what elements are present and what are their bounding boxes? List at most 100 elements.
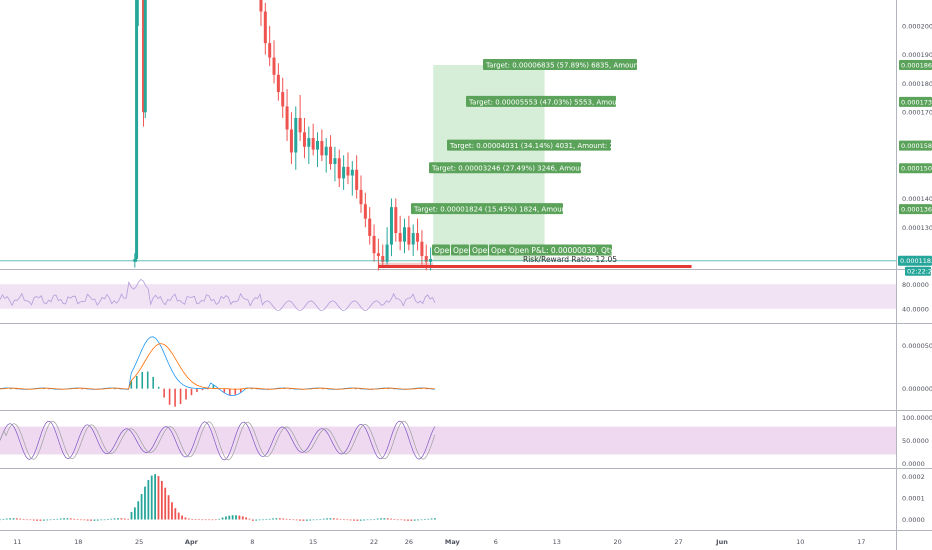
- ao-bar: [363, 519, 366, 521]
- macd-histogram-bar: [321, 388, 324, 390]
- ao-axis: 0.0002 0.0001 0.0000: [902, 473, 925, 524]
- ao-bar: [309, 519, 312, 521]
- stoch-tick-label: 50.0000: [902, 437, 929, 445]
- macd-histogram-bar: [393, 388, 395, 390]
- macd-histogram-bar: [146, 371, 149, 389]
- time-tick-label: 25: [135, 538, 143, 546]
- ao-bar: [53, 519, 55, 520]
- open-label: Open: [453, 246, 473, 255]
- macd-histogram-bar: [135, 375, 138, 389]
- price-badge-label: 0.00015838: [901, 142, 932, 150]
- ao-bar: [326, 518, 328, 520]
- ao-bar: [289, 519, 291, 520]
- ao-bar: [42, 519, 45, 521]
- time-tick-label: 10: [796, 538, 804, 546]
- candlestick-series: [133, 0, 433, 271]
- macd-histogram-bar: [179, 388, 182, 405]
- macd-histogram-bar: [168, 388, 171, 405]
- ao-bar: [228, 515, 231, 520]
- candle-body: [416, 233, 420, 242]
- price-badge: [899, 163, 932, 174]
- ao-bar: [410, 519, 413, 521]
- ao-bar: [204, 519, 207, 521]
- candle-body: [143, 0, 147, 113]
- ao-bar: [346, 519, 349, 521]
- macd-histogram-bar: [212, 384, 215, 389]
- candle-body: [337, 158, 341, 179]
- ao-bar: [66, 518, 69, 520]
- current-price-badge: [898, 255, 932, 266]
- macd-histogram-bar: [157, 386, 160, 389]
- countdown-badge: [905, 266, 931, 276]
- price-axis[interactable]: 0.00020000 0.00019000 0.00018000 0.00017000…: [899, 22, 932, 232]
- ao-tick-label: 0.0000: [902, 516, 925, 524]
- ao-bar: [194, 519, 197, 520]
- macd-histogram-bar: [201, 388, 204, 391]
- ao-bar: [413, 519, 416, 521]
- rsi-series: [0, 278, 436, 311]
- candle-body: [350, 169, 354, 176]
- ao-bar: [157, 476, 160, 520]
- macd-histogram-bar: [354, 388, 357, 390]
- macd-histogram-bar: [420, 388, 423, 390]
- ao-bar: [177, 512, 180, 520]
- candle-body: [355, 169, 359, 190]
- ao-bar: [403, 519, 406, 521]
- macd-tick-label: 0.00005000: [902, 342, 932, 350]
- target-label-box: [483, 58, 637, 70]
- time-tick-label: 18: [74, 538, 82, 546]
- ao-bar: [181, 515, 183, 520]
- ao-bar: [83, 519, 86, 521]
- ao-bar: [103, 519, 106, 521]
- ao-bar: [100, 519, 103, 521]
- ao-bar: [430, 518, 433, 520]
- ao-bar: [26, 519, 28, 521]
- ao-bar: [349, 519, 352, 521]
- macd-histogram-bar: [283, 388, 286, 390]
- ao-bar: [150, 475, 153, 520]
- ao-bar: [268, 518, 271, 520]
- ao-bar: [386, 518, 389, 520]
- ao-bar: [137, 501, 140, 520]
- candle-body: [298, 117, 302, 133]
- ao-bar: [336, 518, 339, 520]
- ao-bar: [120, 518, 123, 520]
- price-tick-label: 0.00013000: [902, 224, 932, 232]
- pnl-box[interactable]: [506, 244, 612, 256]
- ao-bar: [390, 518, 393, 520]
- time-tick-label: 15: [309, 538, 317, 546]
- candle-body: [272, 57, 276, 75]
- ao-bar: [0, 519, 1, 521]
- ao-bar: [241, 516, 244, 520]
- ao-bar: [369, 519, 372, 521]
- ao-bar: [305, 519, 308, 521]
- ao-bar: [231, 515, 234, 520]
- ao-bar: [332, 518, 335, 520]
- time-tick-label: 11: [13, 538, 21, 546]
- ao-bar: [164, 487, 167, 520]
- stoch-k-line: [0, 420, 436, 461]
- target-label: Target: 0.00005553 (47.03%) 5553, Amount…: [468, 98, 649, 106]
- candle-body: [389, 207, 393, 245]
- ao-bar: [63, 518, 65, 520]
- candle-body: [263, 11, 267, 44]
- macd-histogram-bar: [387, 388, 390, 390]
- macd-histogram-bar: [190, 388, 193, 396]
- ao-bar: [160, 480, 163, 520]
- time-tick-label: 8: [250, 538, 254, 546]
- macd-histogram-bar: [42, 388, 45, 390]
- candle-body: [302, 132, 306, 147]
- time-tick-label: 26: [405, 538, 413, 546]
- target-labels[interactable]: Target: 0.00006835 (57.89%) 6835, Amount…: [411, 58, 666, 215]
- macd-histogram-bar: [228, 388, 231, 396]
- time-axis[interactable]: 11 18 25 Apr 8 15 22 26 May 6 13 20 27 Jun 10 17: [13, 538, 865, 546]
- ao-bar: [255, 519, 258, 521]
- target-label: Target: 0.00001824 (15.45%) 1824, Amount…: [413, 206, 594, 214]
- time-tick-label: 22: [370, 538, 378, 546]
- macd-histogram-bar: [10, 388, 12, 390]
- macd-signal-line: [0, 343, 435, 390]
